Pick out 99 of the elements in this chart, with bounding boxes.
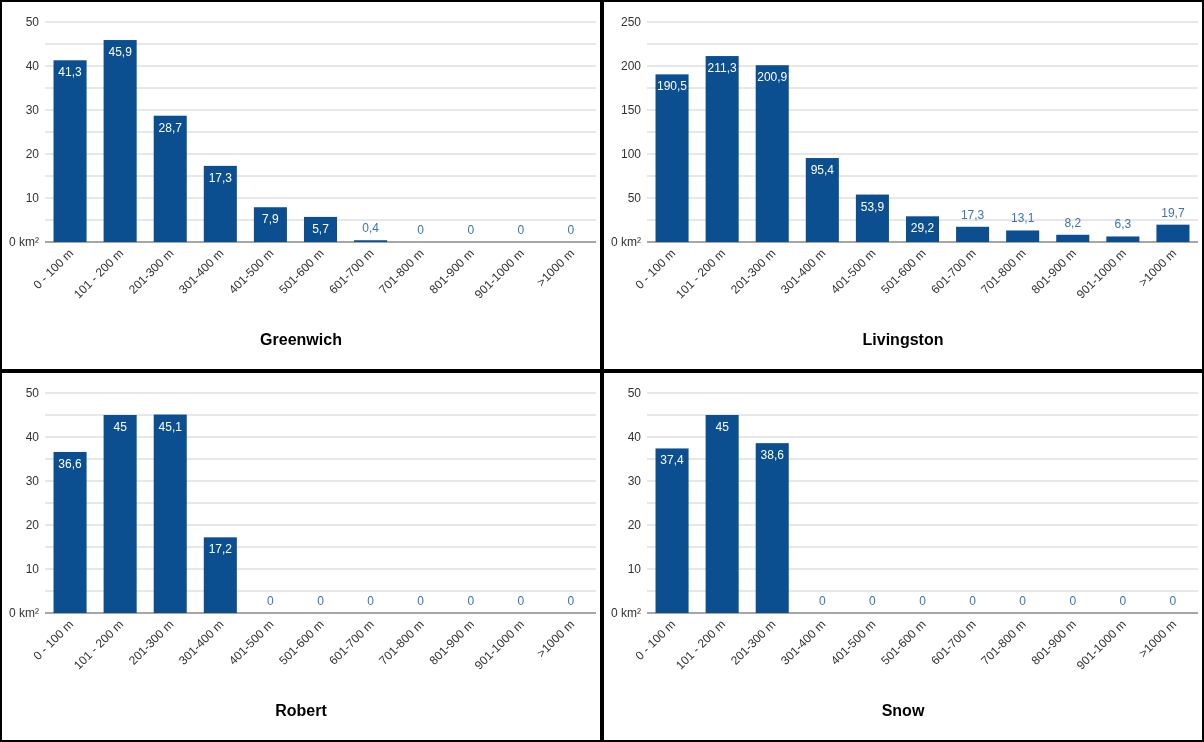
data-label: 17,2 <box>208 542 233 557</box>
y-tick-label: 10 <box>25 191 40 205</box>
x-tick-label: 0 - 100 m <box>632 246 679 292</box>
bar <box>755 443 789 613</box>
bar <box>203 165 237 242</box>
data-label: 45 <box>113 420 128 434</box>
bar <box>705 415 739 613</box>
y-tick-label: 40 <box>25 59 40 73</box>
bar <box>855 194 889 242</box>
y-tick-label: 40 <box>25 430 40 444</box>
data-label: 0 <box>467 223 475 237</box>
y-tick-label: 10 <box>25 562 40 576</box>
y-tick-label: 0 km² <box>9 235 39 249</box>
data-label: 13,1 <box>1011 211 1035 226</box>
data-label: 0 <box>267 594 275 608</box>
bar <box>153 115 187 242</box>
y-tick-label: 200 <box>620 59 642 73</box>
data-label: 0 <box>317 594 325 608</box>
data-label: 36,6 <box>58 456 83 471</box>
text: Snow <box>881 702 925 719</box>
data-label: 0 <box>1119 594 1127 608</box>
data-label: 7,9 <box>262 212 280 227</box>
data-label: 0 <box>919 594 927 608</box>
data-label: 0 <box>1069 594 1077 608</box>
data-label: 0 <box>517 223 525 237</box>
bar <box>1106 236 1140 242</box>
y-tick-label: 150 <box>620 103 642 117</box>
y-tick-label: 40 <box>627 430 642 444</box>
y-tick-label: 50 <box>627 191 642 205</box>
data-label: 95,4 <box>810 163 835 178</box>
bar <box>53 60 87 242</box>
y-tick-label: 20 <box>25 147 40 161</box>
data-label: 6,3 <box>1114 217 1132 232</box>
data-label: 41,3 <box>58 65 83 80</box>
data-label: 0 <box>567 594 575 608</box>
x-tick-label: 0 - 100 m <box>30 617 77 663</box>
y-tick-label: 250 <box>620 15 642 29</box>
y-tick-label: 0 km² <box>611 606 641 620</box>
data-label: 0 <box>818 594 826 608</box>
data-label: 190,5 <box>657 79 688 94</box>
y-tick-label: 20 <box>25 518 40 532</box>
bar <box>655 448 689 613</box>
bar <box>203 537 237 613</box>
data-label: 38,6 <box>760 448 785 463</box>
data-label: 0 <box>1169 594 1177 608</box>
text: Robert <box>275 702 328 719</box>
bar <box>655 74 689 242</box>
y-tick-label: 0 km² <box>9 606 39 620</box>
bar <box>103 40 137 242</box>
y-tick-label: 30 <box>25 103 40 117</box>
y-tick-label: 0 km² <box>611 235 641 249</box>
y-tick-label: 30 <box>627 474 642 488</box>
data-label: 37,4 <box>660 453 685 468</box>
data-label: 29,2 <box>910 221 935 236</box>
data-label: 0 <box>869 594 877 608</box>
y-tick-label: 10 <box>627 562 642 576</box>
bar <box>53 451 87 613</box>
data-label: 19,7 <box>1161 205 1185 220</box>
bar <box>805 158 839 242</box>
text: Livingston <box>862 331 944 348</box>
data-label: 53,9 <box>860 199 885 214</box>
bar <box>755 65 789 242</box>
data-label: 5,7 <box>312 221 330 236</box>
data-label: 200,9 <box>757 70 788 85</box>
data-label: 45,9 <box>108 45 133 60</box>
data-label: 17,3 <box>208 170 233 185</box>
y-tick-label: 50 <box>25 15 40 29</box>
text: Greenwich <box>260 331 342 348</box>
data-label: 0 <box>367 594 375 608</box>
y-tick-label: 50 <box>25 386 40 400</box>
bar <box>1156 224 1190 242</box>
data-label: 0 <box>517 594 525 608</box>
data-label: 28,7 <box>158 120 183 135</box>
bar <box>253 207 287 242</box>
data-label: 0 <box>417 594 425 608</box>
bar <box>1056 234 1090 242</box>
data-label: 0,4 <box>362 221 380 236</box>
data-label: 8,2 <box>1064 215 1082 230</box>
data-label: 0 <box>567 223 575 237</box>
data-label: 211,3 <box>707 61 738 76</box>
data-label: 17,3 <box>960 207 985 222</box>
bar <box>103 415 137 613</box>
bar <box>153 414 187 613</box>
y-tick-label: 20 <box>627 518 642 532</box>
data-label: 0 <box>417 223 425 237</box>
bar <box>303 216 338 242</box>
bar <box>956 226 990 242</box>
data-label: 45 <box>715 420 730 434</box>
y-tick-label: 100 <box>620 147 642 161</box>
data-label: 0 <box>969 594 977 608</box>
data-label: 0 <box>467 594 475 608</box>
x-tick-label: 0 - 100 m <box>30 246 77 292</box>
y-tick-label: 50 <box>627 386 642 400</box>
data-label: 0 <box>1019 594 1027 608</box>
y-tick-label: 30 <box>25 474 40 488</box>
x-tick-label: 0 - 100 m <box>632 617 679 663</box>
bar <box>1006 230 1040 242</box>
bar <box>705 56 739 242</box>
data-label: 45,1 <box>158 419 183 434</box>
